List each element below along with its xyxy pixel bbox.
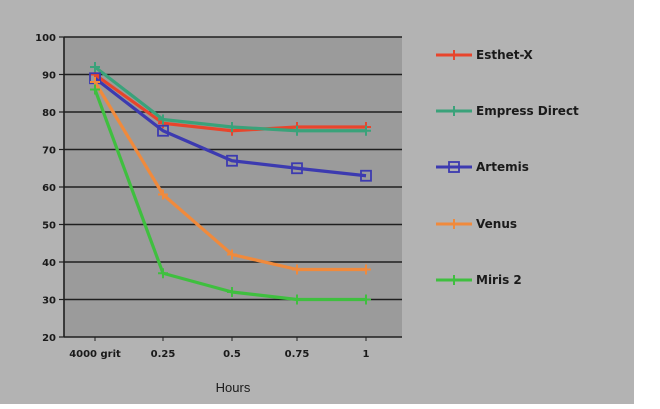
x-tick-label: 1 (363, 349, 370, 360)
series-line (94, 76, 367, 178)
data-point (227, 287, 237, 297)
gridlines (64, 36, 402, 301)
legend-label: Empress Direct (476, 104, 579, 118)
series-lines (89, 62, 372, 305)
x-tick-label: 0.25 (151, 349, 176, 360)
axes: 20 30 40 50 60 70 80 90 100 4000 grit 0.25 0.5 0.75 1 (35, 33, 402, 360)
data-point (90, 62, 100, 72)
data-point (360, 169, 372, 182)
legend-item-esthet-x: Esthet-X (436, 48, 533, 62)
data-point (449, 219, 459, 229)
y-tick-label: 70 (42, 146, 56, 157)
data-point (291, 162, 303, 175)
x-tick-label: 0.5 (223, 349, 241, 360)
legend-label: Miris 2 (476, 273, 522, 287)
data-point (292, 294, 302, 305)
data-point (227, 122, 237, 132)
legend-label: Artemis (476, 160, 529, 174)
data-point (292, 264, 302, 275)
data-point (449, 106, 459, 116)
legend-item-venus: Venus (436, 217, 517, 231)
data-point (361, 125, 371, 136)
series-venus (90, 77, 371, 275)
y-tick-label: 90 (42, 71, 56, 82)
data-point (90, 84, 100, 95)
x-axis-label: Hours (216, 380, 251, 395)
x-tick-label: 4000 grit (69, 349, 121, 360)
series-miris-2 (90, 84, 371, 305)
y-tick-label: 80 (42, 108, 56, 119)
legend-label: Esthet-X (476, 48, 533, 62)
y-tick-label: 100 (35, 33, 56, 44)
legend-item-empress-direct: Empress Direct (436, 104, 579, 118)
y-tick-label: 30 (42, 296, 56, 307)
data-point (292, 125, 302, 136)
legend: Esthet-X Empress Direct Artemis Venus Miris … (436, 48, 579, 287)
data-point (158, 189, 168, 200)
legend-label: Venus (476, 217, 517, 231)
data-point (226, 154, 238, 167)
data-point (448, 161, 460, 173)
data-point (361, 264, 371, 275)
data-point (449, 275, 459, 285)
data-point (449, 50, 459, 60)
data-point (227, 249, 237, 260)
legend-item-miris-2: Miris 2 (436, 273, 522, 287)
data-point (158, 268, 168, 279)
data-point (361, 294, 371, 305)
legend-item-artemis: Artemis (436, 160, 529, 174)
data-point (157, 124, 169, 137)
y-tick-label: 40 (42, 258, 56, 269)
data-point (158, 114, 168, 125)
series-artemis (89, 72, 372, 182)
x-tick-label: 0.75 (285, 349, 310, 360)
series-empress-direct (90, 62, 371, 136)
y-tick-label: 20 (42, 333, 56, 344)
y-tick-label: 50 (42, 221, 56, 232)
y-tick-label: 60 (42, 183, 56, 194)
